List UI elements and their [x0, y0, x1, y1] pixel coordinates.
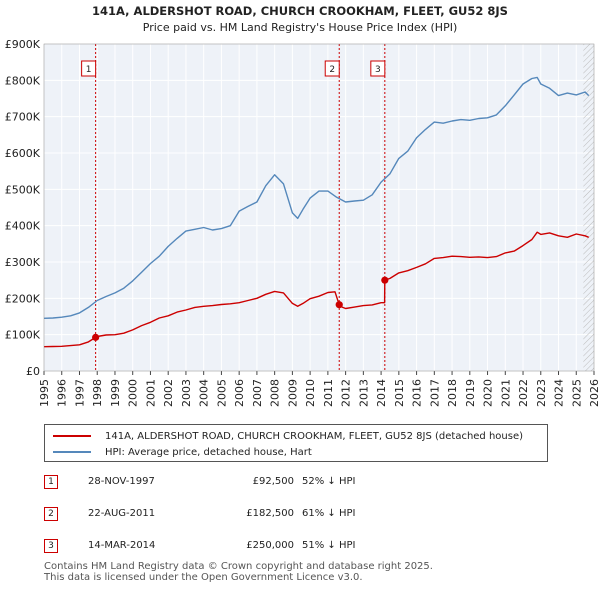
- sale-marker-label: 3: [375, 65, 381, 75]
- sale-price: £182,500: [246, 508, 294, 519]
- hpi-line: [43, 76, 590, 319]
- grid-lines: [43, 43, 595, 372]
- sale-number-badge: 2: [44, 507, 58, 521]
- x-tick-label: 2024: [553, 379, 566, 407]
- x-tick-label: 2000: [127, 379, 140, 407]
- sale-hpi-diff: 51% ↓ HPI: [302, 540, 356, 551]
- sale-marker-box: [324, 60, 340, 77]
- sale-date: 22-AUG-2011: [88, 508, 156, 519]
- sale-row: 2 22-AUG-2011 £182,500 61% ↓ HPI: [44, 507, 564, 525]
- price-chart: 141A, ALDERSHOT ROAD, CHURCH CROOKHAM, F…: [5, 4, 600, 407]
- legend-item-hpi: HPI: Average price, detached house, Hart: [53, 444, 312, 460]
- x-tick-label: 2017: [428, 379, 441, 407]
- y-tick-label: £800K: [5, 74, 41, 87]
- sale-date: 14-MAR-2014: [88, 540, 156, 551]
- sale-marker-label: 1: [86, 65, 92, 75]
- x-tick-label: 2002: [162, 379, 175, 407]
- footer-line-2: This data is licensed under the Open Gov…: [44, 572, 363, 583]
- y-tick-label: £200K: [5, 292, 41, 305]
- x-tick-label: 1995: [38, 379, 51, 407]
- x-tick-label: 2012: [340, 379, 353, 407]
- x-tick-label: 2011: [322, 379, 335, 407]
- series-lines: [43, 76, 590, 348]
- x-tick-label: 2007: [251, 379, 264, 407]
- sale-vertical-lines: [95, 44, 386, 371]
- sale-markers: 1 2 3: [81, 60, 389, 341]
- x-tick-label: 1997: [73, 379, 86, 407]
- sale-price: £250,000: [246, 540, 294, 551]
- sale-marker-box: [81, 60, 97, 77]
- x-tick-label: 2016: [411, 379, 424, 407]
- sale-point: [92, 333, 100, 341]
- sale-hpi-diff: 61% ↓ HPI: [302, 508, 356, 519]
- legend-swatch-hpi: [53, 451, 91, 453]
- x-tick-label: 2025: [570, 379, 583, 407]
- y-tick-label: £300K: [5, 256, 41, 269]
- x-tick-label: 2010: [304, 379, 317, 407]
- property-price-line: [43, 231, 589, 348]
- chart-title: 141A, ALDERSHOT ROAD, CHURCH CROOKHAM, F…: [92, 4, 508, 18]
- sale-number-badge: 3: [44, 539, 58, 553]
- sale-marker-box: [370, 60, 386, 77]
- x-tick-label: 2021: [499, 379, 512, 407]
- forecast-hatch: [583, 44, 594, 371]
- sale-point: [381, 276, 389, 284]
- x-tick-label: 1998: [91, 379, 104, 407]
- plot-border: [43, 43, 595, 372]
- y-tick-label: £0: [26, 365, 40, 378]
- sale-point: [335, 301, 343, 309]
- x-tick-label: 1999: [109, 379, 122, 407]
- x-tick-label: 2015: [393, 379, 406, 407]
- legend-label-hpi: HPI: Average price, detached house, Hart: [105, 446, 312, 458]
- x-tick-label: 2006: [233, 379, 246, 407]
- y-axis-ticks: £0 £100K £200K £300K £400K £500K £600K £700K £80…: [5, 38, 41, 378]
- y-tick-label: £700K: [5, 111, 41, 124]
- chart-subtitle: Price paid vs. HM Land Registry's House …: [143, 21, 458, 34]
- footer-attribution: Contains HM Land Registry data © Crown c…: [44, 561, 433, 583]
- x-tick-label: 2013: [357, 379, 370, 407]
- x-tick-label: 2005: [215, 379, 228, 407]
- x-axis-ticks: 1995 1996 1997 1998 1999 2000 2001 2002 2003 2004…: [38, 371, 600, 407]
- y-tick-label: £900K: [5, 38, 41, 51]
- y-tick-label: £100K: [5, 329, 41, 342]
- legend: 141A, ALDERSHOT ROAD, CHURCH CROOKHAM, F…: [44, 424, 548, 462]
- x-tick-label: 2004: [198, 379, 211, 407]
- sale-hpi-diff: 52% ↓ HPI: [302, 476, 356, 487]
- sale-marker-label: 2: [329, 65, 335, 75]
- x-tick-label: 2023: [535, 379, 548, 407]
- sale-row: 1 28-NOV-1997 £92,500 52% ↓ HPI: [44, 475, 564, 493]
- x-tick-label: 2014: [375, 379, 388, 407]
- y-tick-label: £500K: [5, 183, 41, 196]
- x-tick-label: 2019: [464, 379, 477, 407]
- legend-item-property: 141A, ALDERSHOT ROAD, CHURCH CROOKHAM, F…: [53, 428, 523, 444]
- x-tick-label: 2020: [482, 379, 495, 407]
- x-tick-label: 1996: [56, 379, 69, 407]
- x-tick-label: 2018: [446, 379, 459, 407]
- footer-line-1: Contains HM Land Registry data © Crown c…: [44, 561, 433, 572]
- x-tick-label: 2009: [286, 379, 299, 407]
- y-tick-label: £400K: [5, 220, 41, 233]
- plot-area: [44, 44, 594, 371]
- x-tick-label: 2008: [269, 379, 282, 407]
- sale-number-badge: 1: [44, 475, 58, 489]
- x-tick-label: 2001: [144, 379, 157, 407]
- legend-swatch-property: [53, 435, 91, 437]
- sale-row: 3 14-MAR-2014 £250,000 51% ↓ HPI: [44, 539, 564, 557]
- legend-label-property: 141A, ALDERSHOT ROAD, CHURCH CROOKHAM, F…: [105, 430, 524, 442]
- x-tick-label: 2003: [180, 379, 193, 407]
- x-tick-label: 2022: [517, 379, 530, 407]
- sale-date: 28-NOV-1997: [88, 476, 155, 487]
- sale-price: £92,500: [252, 476, 294, 487]
- x-tick-label: 2026: [588, 379, 600, 407]
- y-tick-label: £600K: [5, 147, 41, 160]
